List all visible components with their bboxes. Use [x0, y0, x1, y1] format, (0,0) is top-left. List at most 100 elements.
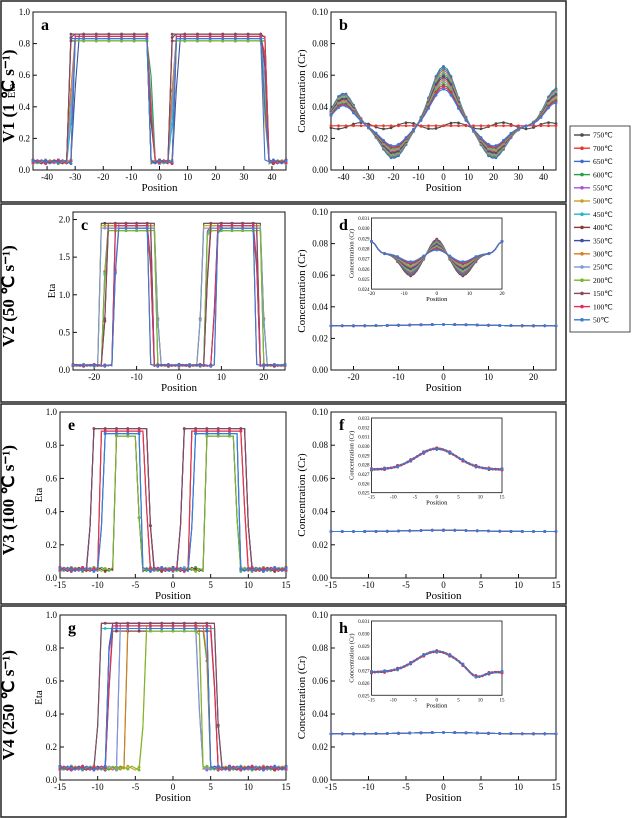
series-point: [412, 127, 415, 131]
legend-marker: [580, 252, 584, 256]
series-point: [44, 160, 48, 164]
series-point: [453, 731, 457, 734]
series-point: [374, 131, 378, 135]
series-point: [31, 159, 35, 163]
legend-marker: [580, 146, 584, 150]
series-point: [171, 629, 175, 633]
y-tick-label: 0.6: [46, 676, 58, 686]
series-point: [435, 650, 439, 654]
series-point: [464, 323, 468, 327]
series-point: [132, 39, 136, 43]
series-point: [543, 530, 547, 533]
series-point: [145, 221, 149, 225]
y-tick-label: 0.4: [46, 709, 58, 719]
legend-marker: [580, 159, 584, 164]
series-point: [107, 34, 111, 38]
y-tick-label: 1.0: [46, 610, 58, 620]
series-point: [194, 429, 198, 433]
x-tick-label: -10: [92, 782, 104, 792]
series-point: [183, 39, 187, 43]
x-tick-label: -15: [325, 782, 337, 792]
series-point: [120, 39, 123, 43]
series-point: [259, 34, 263, 38]
series-point: [228, 767, 231, 771]
series-point: [137, 629, 141, 633]
legend-marker: [580, 318, 584, 322]
series-point: [464, 119, 468, 122]
series-point: [404, 136, 408, 139]
series-point: [532, 324, 535, 328]
x-tick-label: 0: [157, 172, 162, 182]
inset-x-tick-label: 10: [478, 496, 484, 501]
legend-label: 500℃: [593, 197, 613, 206]
series-point: [337, 124, 340, 128]
series-point: [126, 427, 130, 430]
series-point: [124, 226, 128, 230]
series-point: [374, 124, 378, 128]
series-point: [205, 766, 209, 770]
series-point: [474, 255, 478, 258]
x-tick-label: -30: [69, 172, 81, 182]
series-point: [56, 161, 60, 165]
series-point: [205, 432, 209, 435]
inset-y-tick-label: 0.029: [358, 645, 370, 650]
panel-e: -15 -10 -5 0 5 10 15 0.0 0.2 0.4 0.6 0.8 1.0 Position…: [33, 407, 291, 602]
row-label: V1 (1 ℃ s⁻¹): [0, 49, 18, 142]
series-point: [262, 569, 265, 573]
series-point: [370, 239, 373, 243]
series-point: [216, 766, 220, 770]
inset-y-tick-label: 0.027: [358, 258, 370, 263]
series-point: [115, 624, 118, 628]
series-point: [539, 124, 543, 128]
series-point: [239, 567, 243, 571]
inset-y-tick-label: 0.028: [358, 657, 370, 662]
series-point: [221, 37, 225, 41]
series-point: [487, 124, 490, 128]
series-point: [246, 34, 250, 38]
x-tick-label: 0: [441, 372, 446, 382]
x-tick-label: 0: [441, 782, 446, 792]
inset-x-tick-label: 10: [467, 292, 473, 297]
series-point: [115, 429, 118, 433]
series-point: [81, 568, 84, 572]
series-point: [239, 768, 243, 772]
series-point: [509, 124, 513, 128]
series-point: [520, 530, 524, 533]
series-point: [194, 565, 198, 569]
series-point: [137, 621, 141, 625]
panel-letter: g: [68, 620, 76, 637]
x-tick-label: 15: [552, 782, 562, 792]
series-point: [103, 569, 107, 573]
y-tick-label: 0.04: [312, 102, 328, 112]
x-tick-label: 0: [441, 580, 446, 590]
y-tick-label: 0.8: [19, 39, 31, 49]
legend-label: 450℃: [593, 210, 613, 219]
inset-x-tick-label: 10: [478, 698, 484, 703]
series-point: [412, 121, 415, 125]
series-point: [262, 364, 266, 368]
inset-y-tick-label: 0.030: [358, 632, 370, 637]
series-point: [427, 107, 430, 110]
series-point: [367, 125, 370, 129]
series-point: [182, 427, 186, 430]
series-point: [442, 87, 445, 91]
series-point: [487, 467, 491, 471]
y-tick-label: 0.6: [19, 70, 31, 80]
panel-letter: b: [339, 17, 348, 34]
series-point: [103, 427, 107, 430]
series-point: [434, 93, 438, 97]
legend-label: 550℃: [593, 184, 613, 193]
series-point: [404, 124, 408, 128]
series-point: [487, 252, 491, 255]
inset-y-axis-label: Concentration (Cr): [349, 431, 356, 480]
series-point: [363, 530, 367, 533]
series-point: [520, 732, 524, 736]
series-point: [262, 768, 265, 772]
row-frame: [0, 605, 567, 818]
series-point: [103, 224, 107, 228]
series-point: [194, 569, 198, 573]
series-point: [509, 131, 513, 135]
x-tick-label: 10: [484, 372, 494, 382]
series-point: [145, 37, 149, 41]
x-tick-label: -5: [132, 580, 140, 590]
